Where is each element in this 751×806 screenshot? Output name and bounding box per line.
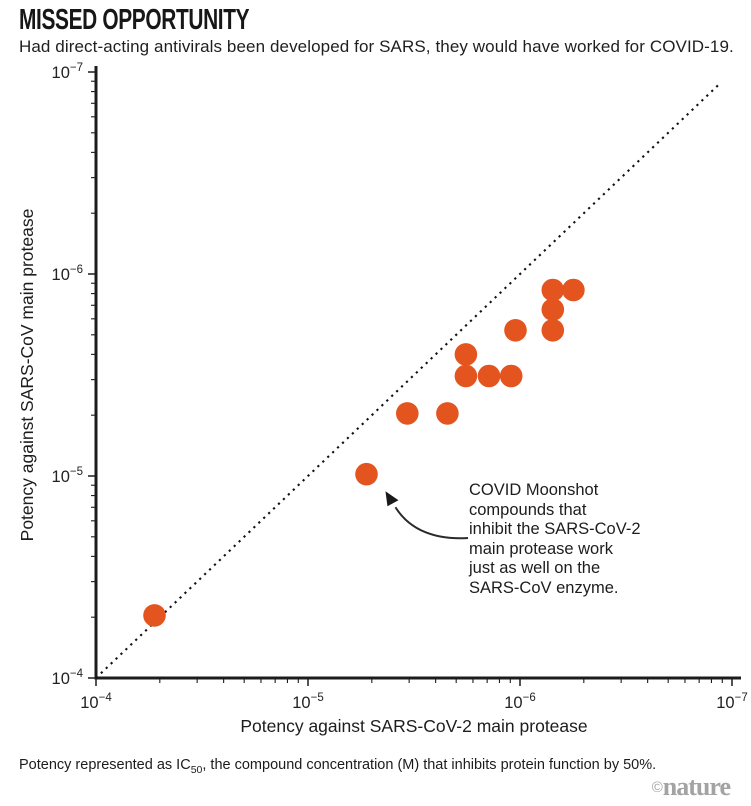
tick-label: 10−7	[716, 692, 747, 712]
data-point	[436, 402, 459, 425]
nature-credit: ©nature	[651, 772, 731, 802]
data-point	[355, 462, 378, 486]
tick-label: 10−5	[292, 692, 323, 712]
annotation-line: compounds that	[469, 500, 587, 519]
data-point	[504, 319, 527, 342]
footnote-subscript: 50	[190, 763, 203, 776]
data-points	[143, 278, 585, 627]
data-point	[541, 278, 565, 302]
figure-subtitle: Had direct-acting antivirals been develo…	[19, 37, 734, 56]
annotation-line: main protease work	[469, 539, 613, 558]
page-title: MISSED OPPORTUNITY	[19, 4, 250, 36]
annotation-line: inhibit the SARS-CoV-2	[469, 520, 641, 539]
figure-footnote: Potency represented as IC50, the compoun…	[19, 757, 657, 776]
footnote-text: Potency represented as IC	[19, 757, 191, 773]
tick-label: 10−4	[80, 692, 112, 712]
identity-line	[95, 83, 720, 679]
tick-label: 10−4	[52, 668, 84, 688]
footnote-text: , the compound concentration (M) that in…	[202, 757, 657, 773]
data-point	[477, 364, 501, 388]
data-point	[454, 364, 478, 388]
annotation-arrow	[385, 491, 469, 540]
annotation-line: just as well on the	[469, 559, 601, 578]
data-point	[541, 319, 565, 342]
data-point	[562, 278, 585, 302]
tick-label: 10−6	[52, 264, 83, 284]
x-axis-label: Potency against SARS-CoV-2 main protease	[240, 716, 588, 736]
y-axis-ticks: 10−7 10−6 10−5 10−4	[52, 62, 96, 688]
data-point	[499, 364, 523, 388]
tick-label: 10−6	[504, 692, 535, 712]
data-point	[396, 402, 419, 425]
axes	[94, 66, 741, 680]
annotation-line: SARS-CoV enzyme.	[469, 578, 619, 597]
data-point	[143, 604, 166, 627]
tick-marks	[91, 80, 723, 683]
tick-label: 10−5	[52, 466, 83, 486]
data-point	[454, 343, 478, 366]
annotation-line: COVID Moonshot	[469, 481, 599, 499]
x-axis-ticks: 10−4 10−5 10−6 10−7	[80, 678, 748, 712]
y-axis-label: Potency against SARS-CoV main protease	[17, 208, 37, 542]
annotation-callout: COVID Moonshot compounds that inhibit th…	[469, 481, 641, 599]
tick-label: 10−7	[52, 62, 83, 82]
copyright-icon: ©	[651, 779, 663, 796]
nature-wordmark: nature	[662, 772, 731, 801]
data-point	[541, 298, 565, 321]
